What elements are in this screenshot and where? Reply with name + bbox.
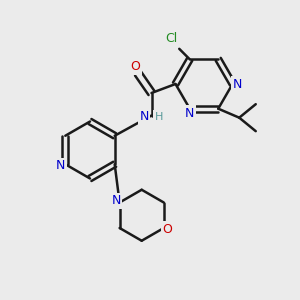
- Text: N: N: [185, 107, 194, 120]
- Text: O: O: [162, 223, 172, 236]
- Text: N: N: [232, 77, 242, 91]
- Text: O: O: [130, 60, 140, 74]
- Text: N: N: [111, 194, 121, 208]
- Text: H: H: [155, 112, 163, 122]
- Text: N: N: [139, 110, 149, 124]
- Text: N: N: [56, 159, 65, 172]
- Text: Cl: Cl: [166, 32, 178, 45]
